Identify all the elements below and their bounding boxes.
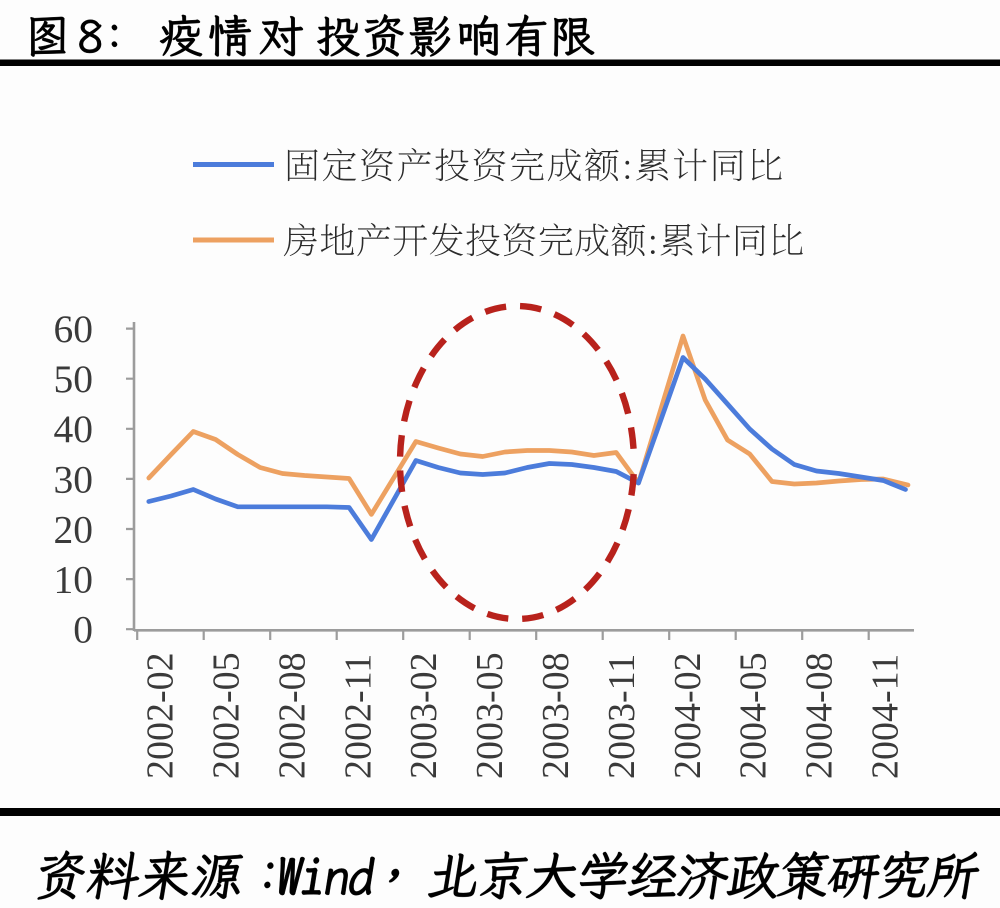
- svg-text:2004-05: 2004-05: [733, 652, 775, 779]
- svg-text:2002-02: 2002-02: [140, 652, 182, 779]
- svg-text:50: 50: [54, 357, 94, 401]
- svg-text:2002-08: 2002-08: [271, 652, 313, 779]
- svg-text:2004-02: 2004-02: [667, 652, 709, 779]
- svg-text:60: 60: [54, 307, 94, 351]
- svg-text:2004-11: 2004-11: [865, 654, 907, 779]
- svg-text:40: 40: [54, 407, 94, 451]
- svg-text:2003-02: 2003-02: [403, 652, 445, 779]
- svg-text:2002-05: 2002-05: [206, 652, 248, 779]
- svg-text:2003-08: 2003-08: [535, 652, 577, 779]
- svg-text:0: 0: [73, 608, 93, 652]
- svg-text:2004-08: 2004-08: [799, 652, 841, 779]
- svg-text:2002-11: 2002-11: [337, 654, 379, 779]
- svg-text:2003-05: 2003-05: [469, 652, 511, 779]
- svg-text:20: 20: [54, 507, 94, 551]
- svg-text:30: 30: [54, 457, 94, 501]
- svg-text:10: 10: [54, 558, 94, 602]
- svg-text:2003-11: 2003-11: [601, 654, 643, 779]
